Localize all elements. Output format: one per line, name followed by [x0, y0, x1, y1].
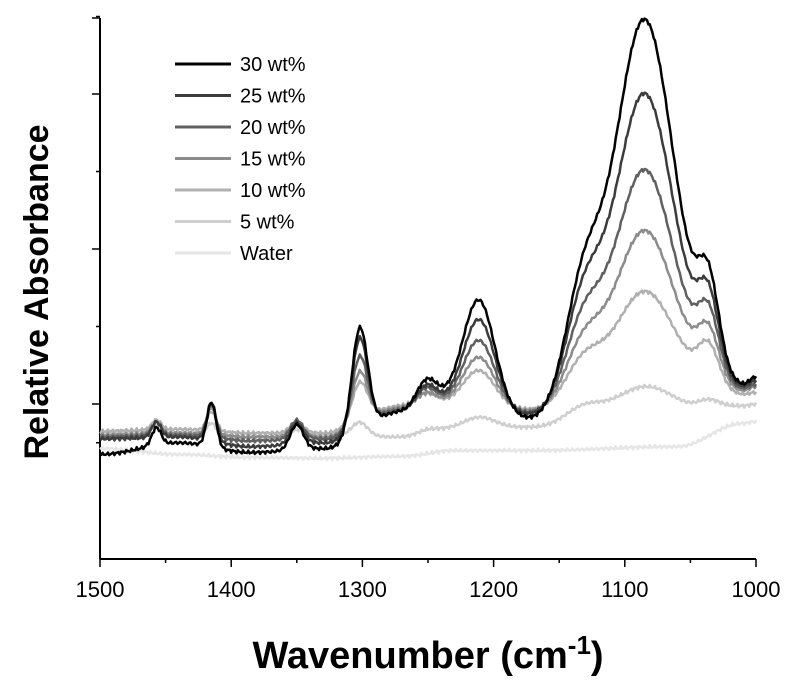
spectrum-line [99, 289, 758, 436]
legend: 30 wt% 25 wt% 20 wt% 15 wt% 10 wt% 5 wt% Water [175, 54, 306, 265]
legend-label: 25 wt% [240, 86, 306, 108]
legend-label: 15 wt% [240, 149, 306, 171]
x-tick-label: 1400 [207, 577, 256, 602]
legend-label: 5 wt% [240, 212, 295, 234]
x-axis-title: Wavenumber (cm-1) [252, 630, 603, 677]
x-tick-label: 1500 [76, 577, 125, 602]
x-tick-label: 1100 [601, 577, 648, 602]
legend-label: 30 wt% [240, 54, 306, 76]
y-axis-title: Relative Absorbance [18, 124, 56, 459]
spectrum-line [99, 383, 758, 440]
x-tick-label: 1300 [338, 577, 387, 602]
legend-label: 10 wt% [240, 180, 306, 202]
spectrum-line [99, 167, 758, 444]
x-tick-label: 1200 [469, 577, 518, 602]
spectra-lines [99, 17, 758, 462]
legend-label: 20 wt% [240, 117, 306, 139]
spectrum-line [99, 17, 758, 457]
spectrum-line [99, 91, 758, 450]
legend-label: Water [240, 243, 293, 265]
spectrum-line [99, 228, 758, 440]
x-tick-label: 1000 [732, 577, 781, 602]
spectrum-line [99, 419, 758, 462]
axes: 1500 1400 1300 1200 1100 1000 [76, 15, 781, 602]
